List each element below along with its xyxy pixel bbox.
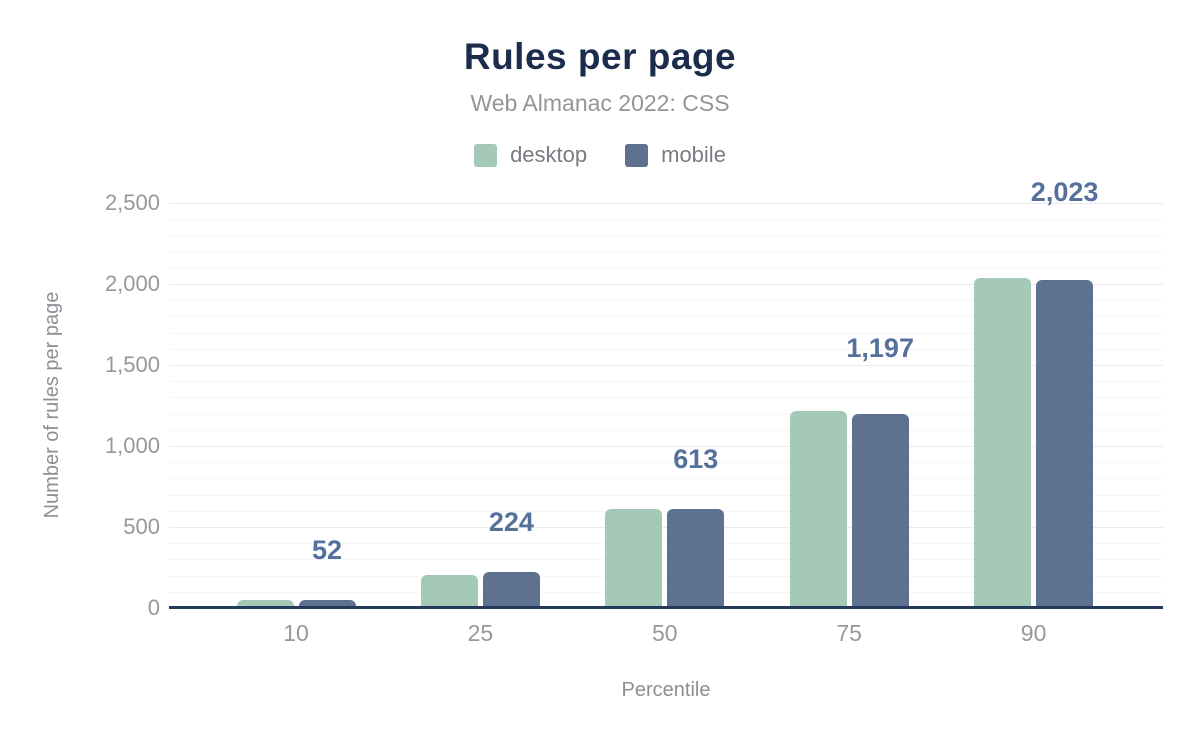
bar-mobile-p25 <box>482 571 540 608</box>
minor-gridline <box>169 429 1163 431</box>
y-tick-label: 1,500 <box>104 352 160 377</box>
minor-gridline <box>169 559 1163 561</box>
minor-gridline <box>169 219 1163 221</box>
minor-gridline <box>169 591 1163 593</box>
chart-title: Rules per page <box>463 36 737 77</box>
y-tick-label: 500 <box>123 514 160 539</box>
bar-mobile-p90 <box>1036 280 1094 608</box>
major-gridline <box>169 527 1163 528</box>
bar-desktop-p75 <box>789 411 847 608</box>
legend-item-desktop: desktop <box>474 142 587 168</box>
legend-label-mobile: mobile <box>661 142 726 167</box>
minor-gridline <box>169 267 1163 269</box>
x-tick-label-25: 25 <box>467 620 494 646</box>
x-tick-label-50: 50 <box>652 620 678 646</box>
y-tick-label: 0 <box>147 595 160 620</box>
bar-value-label-p25: 224 <box>488 506 534 537</box>
minor-gridline <box>169 575 1163 577</box>
bar-value-label-p10: 52 <box>311 534 343 565</box>
chart-subtitle: Web Almanac 2022: CSS <box>470 90 730 116</box>
minor-gridline <box>169 348 1163 350</box>
major-gridline <box>169 203 1163 204</box>
plot-area: 52 224 613 1,197 2,023 <box>169 179 1163 608</box>
bar-value-label-p75: 1,197 <box>846 333 914 364</box>
bar-value-label-p90: 2,023 <box>1030 177 1099 208</box>
minor-gridline <box>169 316 1163 318</box>
minor-gridline <box>169 397 1163 399</box>
minor-gridline <box>169 494 1163 496</box>
y-tick-label: 2,500 <box>104 190 160 215</box>
legend-item-mobile: mobile <box>625 142 726 168</box>
x-tick-label-75: 75 <box>836 620 862 646</box>
minor-gridline <box>169 251 1163 253</box>
bar-mobile-p75 <box>851 414 909 608</box>
bar-mobile-p10 <box>298 599 356 608</box>
x-axis-line <box>169 606 1163 609</box>
bar-desktop-p25 <box>420 574 478 608</box>
minor-gridline <box>169 478 1163 480</box>
y-axis-title: Number of rules per page <box>41 291 63 519</box>
bar-value-label-p50: 613 <box>673 443 719 474</box>
minor-gridline <box>169 300 1163 302</box>
x-tick-label-10: 10 <box>283 620 309 646</box>
major-gridline <box>169 284 1163 285</box>
x-axis-title: Percentile <box>621 679 711 701</box>
y-tick-label: 2,000 <box>104 271 160 296</box>
minor-gridline <box>169 332 1163 334</box>
y-tick-label: 1,000 <box>104 433 160 458</box>
legend-swatch-mobile <box>625 143 649 167</box>
minor-gridline <box>169 413 1163 415</box>
minor-gridline <box>169 381 1163 383</box>
bar-desktop-p90 <box>974 277 1032 608</box>
minor-gridline <box>169 462 1163 464</box>
bar-desktop-p50 <box>605 509 663 608</box>
bar-desktop-p10 <box>236 600 294 608</box>
bar-mobile-p50 <box>667 508 725 608</box>
x-tick-label-90: 90 <box>1020 620 1047 646</box>
minor-gridline <box>169 510 1163 512</box>
minor-gridline <box>169 235 1163 237</box>
legend-label-desktop: desktop <box>510 142 588 167</box>
major-gridline <box>169 446 1163 447</box>
legend: desktop mobile <box>0 142 1200 168</box>
minor-gridline <box>169 543 1163 545</box>
major-gridline <box>169 365 1163 366</box>
legend-swatch-desktop <box>474 143 498 167</box>
